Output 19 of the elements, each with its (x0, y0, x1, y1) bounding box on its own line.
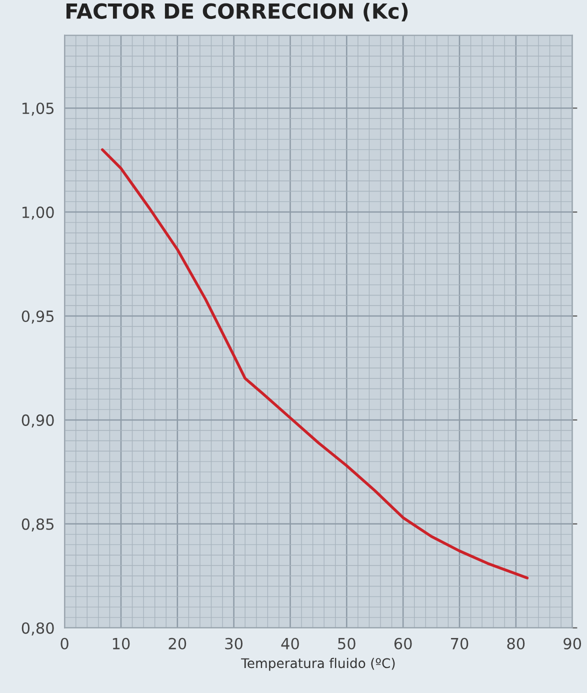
x-tick-label: 0 (60, 638, 68, 650)
x-axis-title: Temperatura fluido (ºC) (241, 658, 395, 671)
line-series (100, 148, 529, 580)
x-tick-label: 50 (338, 638, 356, 650)
x-tick-label: 10 (112, 638, 130, 650)
y-tick-label: 1,00 (22, 206, 54, 220)
y-tick-label: 0,95 (22, 310, 54, 324)
x-tick-label: 30 (225, 638, 243, 650)
x-tick-label: 20 (168, 638, 186, 650)
y-tick-label: 1,05 (22, 102, 54, 116)
y-tick-label: 0,85 (22, 518, 54, 532)
x-tick-label: 70 (451, 638, 468, 650)
y-tick-label: 0,90 (22, 414, 54, 428)
y-tick-label: 0,80 (22, 622, 54, 636)
x-tick-label: 80 (507, 638, 525, 650)
x-tick-label: 40 (281, 638, 299, 650)
x-tick-label: 60 (394, 638, 412, 650)
chart-title: FACTOR DE CORRECCION (Kc) (66, 2, 408, 22)
x-tick-label: 90 (564, 638, 582, 650)
